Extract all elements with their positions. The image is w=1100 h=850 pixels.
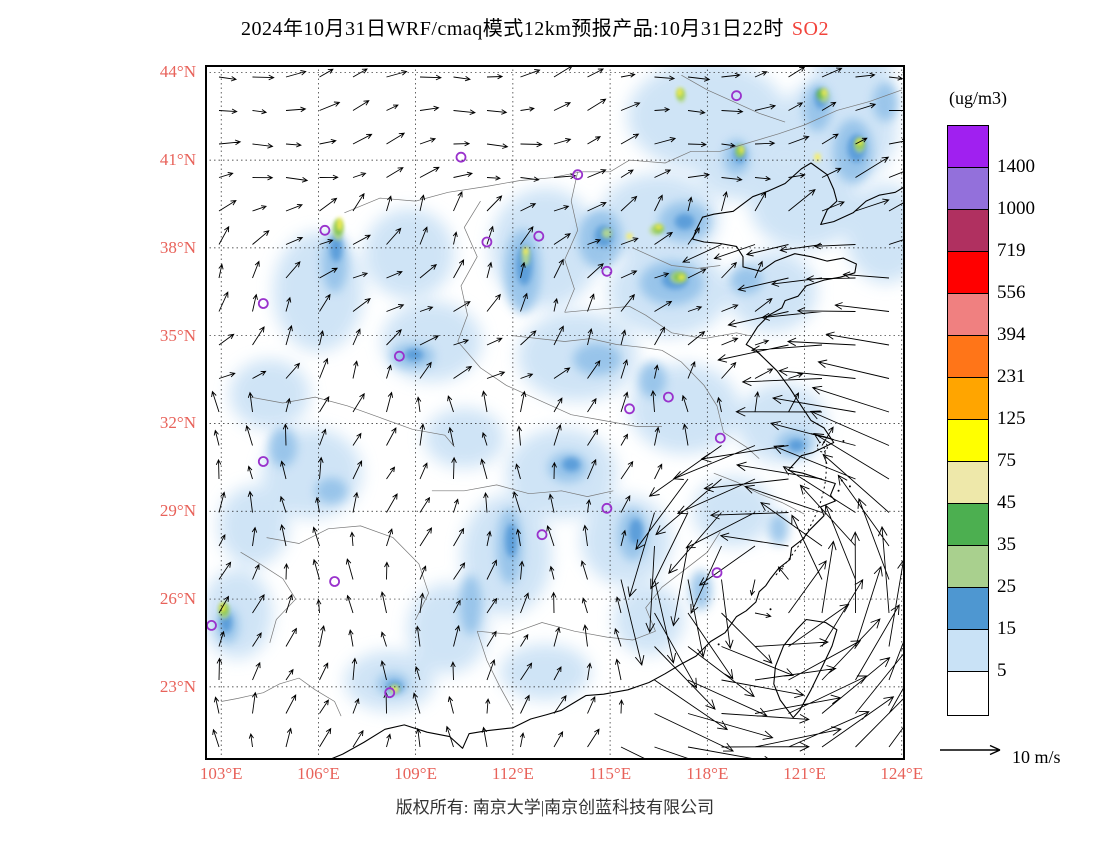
colorbar-level-556: 556: [997, 282, 1026, 303]
lon-tick-124: 124°E: [880, 764, 924, 783]
lat-tick-41: 41°N: [159, 150, 196, 170]
so2-shading-layer: [202, 42, 926, 711]
lon-tick-118: 118°E: [686, 764, 729, 783]
colorbar-level-45: 45: [997, 492, 1016, 513]
colorbar: 1400 1000 719 556 394 231 125 75 45 35 25 15 5: [947, 125, 1097, 716]
colorbar-level-1000: 1000: [997, 198, 1035, 219]
city-marker: [714, 432, 726, 444]
city-marker: [384, 687, 396, 699]
lon-tick-115: 115°E: [589, 764, 632, 783]
city-marker: [329, 576, 341, 587]
city-marker: [624, 403, 635, 415]
colorbar-box-7: [947, 419, 989, 464]
city-marker: [536, 529, 548, 541]
colorbar-box-3: [947, 251, 989, 296]
colorbar-level-394: 394: [997, 324, 1026, 345]
lat-tick-32: 32°N: [159, 413, 196, 433]
lon-tick-106: 106°E: [297, 764, 340, 783]
city-marker: [731, 90, 742, 102]
page-title: 2024年10月31日WRF/cmaq模式12km预报产品:10月31日22时 S…: [0, 12, 1070, 41]
colorbar-box-2: [947, 209, 989, 254]
wind-vectors: [211, 65, 939, 783]
city-marker: [257, 456, 269, 467]
lat-tick-35: 35°N: [159, 325, 196, 345]
colorbar-box-12: [947, 629, 989, 674]
colorbar-level-25: 25: [997, 576, 1016, 597]
city-marker: [711, 567, 723, 579]
colorbar-level-5: 5: [997, 660, 1007, 681]
city-marker: [481, 236, 493, 248]
colorbar-level-125: 125: [997, 408, 1026, 429]
colorbar-level-231: 231: [997, 366, 1026, 387]
city-marker: [455, 151, 467, 163]
city-marker: [257, 298, 269, 309]
colorbar-box-8: [947, 461, 989, 506]
wind-reference-arrow-icon: [940, 744, 1001, 756]
city-marker: [601, 502, 613, 514]
lat-tick-26: 26°N: [159, 589, 196, 609]
colorbar-legend: (ug/m3) 1400 1000 719 556 394 231 125 75 45 35 25 1…: [947, 88, 1097, 716]
lon-tick-109: 109°E: [394, 764, 437, 783]
city-marker: [662, 391, 674, 403]
island-dot: [848, 485, 851, 488]
forecast-map: [202, 42, 939, 783]
wind-scale-label: 10 m/s: [1012, 747, 1061, 767]
colorbar-box-1: [947, 167, 989, 212]
colorbar-box-9: [947, 503, 989, 548]
city-marker: [393, 350, 405, 362]
title-species-label: SO2: [791, 18, 829, 40]
colorbar-box-4: [947, 293, 989, 338]
legend-unit-label: (ug/m3): [949, 88, 1007, 108]
map-canvas: [202, 42, 939, 783]
lon-tick-112: 112°E: [491, 764, 534, 783]
colorbar-level-35: 35: [997, 534, 1016, 555]
colorbar-box-5: [947, 335, 989, 380]
city-marker: [319, 224, 331, 236]
island-dot: [842, 440, 845, 443]
lat-tick-44: 44°N: [159, 62, 196, 82]
lat-tick-29: 29°N: [159, 501, 196, 521]
colorbar-level-719: 719: [997, 240, 1026, 261]
title-main: 2024年10月31日WRF/cmaq模式12km预报产品:10月31日22时: [241, 18, 784, 40]
colorbar-box-6: [947, 377, 989, 422]
typhoon-symbol: [816, 441, 828, 453]
island-dot: [769, 608, 772, 611]
colorbar-level-1400: 1400: [997, 156, 1035, 177]
colorbar-box-10: [947, 545, 989, 590]
colorbar-level-15: 15: [997, 618, 1016, 639]
copyright-text: 版权所有: 南京大学|南京创蓝科技有限公司: [395, 798, 715, 817]
island-dot: [837, 489, 840, 492]
lat-tick-23: 23°N: [159, 676, 196, 696]
city-marker: [533, 230, 545, 242]
island-dot: [717, 643, 720, 646]
province-boundaries: [221, 74, 902, 717]
colorbar-box-0: [947, 125, 989, 170]
lat-tick-38: 38°N: [159, 237, 196, 257]
city-marker: [601, 265, 613, 277]
colorbar-box-11: [947, 587, 989, 632]
lon-tick-103: 103°E: [199, 764, 243, 783]
map-border: [205, 65, 905, 760]
graticule: [205, 65, 905, 760]
latitude-axis: 44°N 41°N 38°N 35°N 32°N 29°N 26°N 23°N: [128, 62, 200, 760]
longitude-axis: 103°E 106°E 109°E 112°E 115°E 118°E 121°E 124°E: [200, 764, 923, 788]
lon-tick-121: 121°E: [783, 764, 826, 783]
city-marker: [572, 169, 584, 181]
colorbar-level-75: 75: [997, 450, 1016, 471]
wind-scale-reference: 10 m/s: [938, 737, 1100, 779]
colorbar-box-13: [947, 671, 989, 716]
